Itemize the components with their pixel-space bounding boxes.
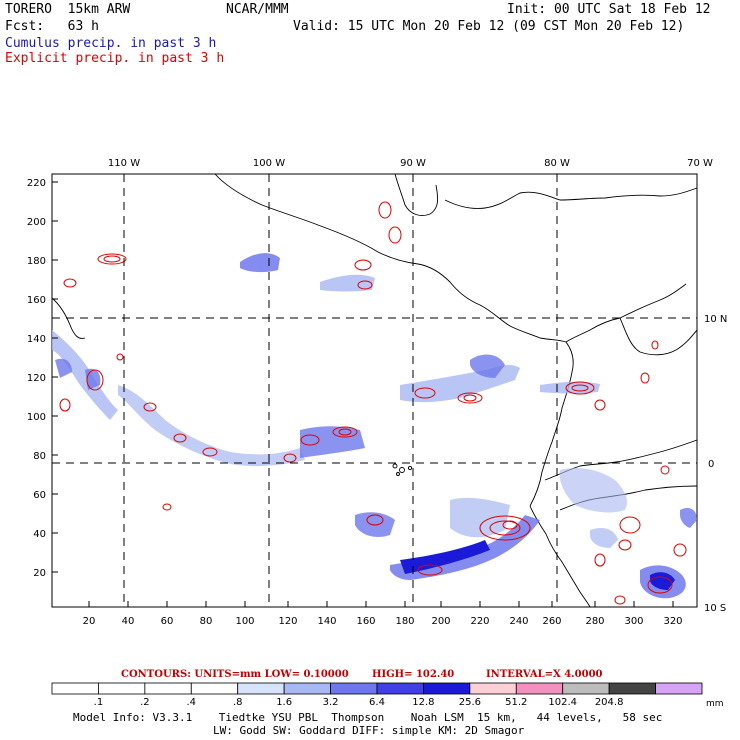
colorbar-swatch	[423, 682, 471, 695]
cumulus-legend: Cumulus precip. in past 3 h	[5, 36, 217, 51]
colorbar-swatch	[237, 682, 285, 695]
contour-interval: INTERVAL=X 4.0000	[486, 669, 603, 680]
x-tick: 20	[83, 616, 96, 627]
explicit-legend: Explicit precip. in past 3 h	[5, 51, 225, 66]
y-tick: 220	[27, 178, 46, 189]
y-axis-ticks: 220 200 180 160 140 120 100 80 60 40 20	[27, 178, 58, 579]
x-tick: 300	[624, 616, 643, 627]
map-frame	[51, 173, 698, 608]
colorbar-label: 1.6	[276, 697, 292, 708]
colorbar-swatch	[98, 682, 146, 695]
colorbar-swatch	[190, 682, 239, 695]
y-tick: 180	[27, 256, 46, 267]
contour-high: HIGH= 102.40	[372, 669, 454, 680]
lon-label-70w: 70 W	[687, 158, 713, 169]
colorbar	[51, 682, 703, 695]
colorbar-swatch	[608, 682, 656, 695]
colorbar-label: 6.4	[369, 697, 385, 708]
x-tick: 40	[122, 616, 135, 627]
model-physics: LW: Godd SW: Goddard DIFF: simple KM: 2D…	[213, 724, 525, 737]
x-tick: 160	[356, 616, 375, 627]
colorbar-labels: .1 .2 .4 .8 1.6 3.2 6.4 12.8 25.6 51.2 102.4 204.8	[94, 697, 624, 708]
lon-label-90w: 90 W	[400, 158, 426, 169]
y-tick: 80	[33, 451, 46, 462]
lat-label-10s: 10 S	[704, 603, 726, 614]
colorbar-label: .8	[233, 697, 243, 708]
colorbar-swatch	[51, 682, 99, 695]
colorbar-swatch	[562, 682, 610, 695]
x-tick: 320	[663, 616, 682, 627]
y-tick: 40	[33, 529, 46, 540]
model-info: Model Info: V3.3.1 Tiedtke YSU PBL Thomp…	[73, 711, 663, 724]
longitude-labels: 110 W 100 W 90 W 80 W 70 W	[108, 158, 713, 169]
y-tick: 20	[33, 568, 46, 579]
lon-label-100w: 100 W	[253, 158, 285, 169]
x-tick: 200	[431, 616, 450, 627]
init-time: Init: 00 UTC Sat 18 Feb 12	[507, 2, 711, 17]
cumulus-precip-shading	[52, 253, 697, 599]
model-name: TORERO 15km ARW	[5, 2, 131, 17]
x-axis-ticks: 20 40 60 80 100 120 140 160 180 200 220 …	[83, 601, 683, 627]
lat-lon-grid	[52, 174, 697, 607]
colorbar-label: 3.2	[323, 697, 339, 708]
x-tick: 180	[395, 616, 414, 627]
colorbar-label: 25.6	[459, 697, 481, 708]
lat-label-0: 0	[708, 459, 714, 470]
colorbar-swatch	[283, 682, 331, 695]
lat-label-10n: 10 N	[704, 314, 727, 325]
latitude-labels: 10 N 0 10 S	[704, 314, 727, 614]
contour-info: CONTOURS: UNITS=mm LOW= 0.10000 HIGH= 10…	[121, 669, 603, 680]
explicit-precip-contours	[59, 201, 687, 605]
colorbar-label: 102.4	[548, 697, 577, 708]
colorbar-swatch	[330, 682, 378, 695]
organization: NCAR/MMM	[226, 2, 289, 17]
x-tick: 120	[278, 616, 297, 627]
x-tick: 140	[317, 616, 336, 627]
x-tick: 280	[585, 616, 604, 627]
y-tick: 140	[27, 334, 46, 345]
colorbar-label: 12.8	[412, 697, 434, 708]
x-tick: 100	[235, 616, 254, 627]
colorbar-swatch	[144, 682, 192, 695]
colorbar-label: .4	[187, 697, 197, 708]
colorbar-units: mm	[706, 699, 724, 709]
lon-label-110w: 110 W	[108, 158, 140, 169]
x-tick: 60	[161, 616, 174, 627]
x-tick: 80	[200, 616, 213, 627]
y-tick: 60	[33, 490, 46, 501]
y-tick: 120	[27, 373, 46, 384]
colorbar-swatch	[376, 682, 424, 695]
x-tick: 260	[542, 616, 561, 627]
y-tick: 100	[27, 412, 46, 423]
forecast-hour: Fcst: 63 h	[5, 19, 99, 34]
lon-label-80w: 80 W	[544, 158, 570, 169]
y-tick: 160	[27, 295, 46, 306]
y-tick: 200	[27, 217, 46, 228]
colorbar-label: 204.8	[595, 697, 624, 708]
x-tick: 220	[470, 616, 489, 627]
colorbar-swatch	[515, 682, 564, 695]
colorbar-label: 51.2	[505, 697, 527, 708]
x-tick: 240	[509, 616, 528, 627]
colorbar-label: .2	[140, 697, 150, 708]
colorbar-swatch	[655, 682, 703, 695]
valid-time: Valid: 15 UTC Mon 20 Feb 12 (09 CST Mon …	[293, 19, 685, 34]
colorbar-swatch	[469, 682, 517, 695]
contour-units: CONTOURS: UNITS=mm LOW= 0.10000	[121, 669, 349, 680]
colorbar-label: .1	[94, 697, 104, 708]
